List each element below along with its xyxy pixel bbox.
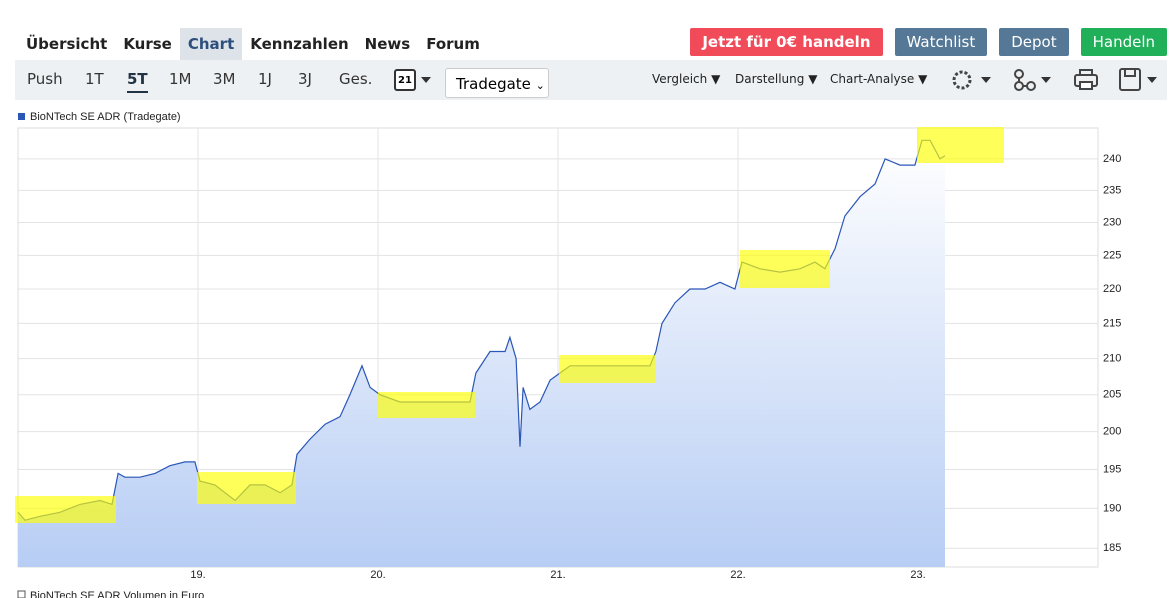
exchange: Tradegate xyxy=(456,75,531,93)
y-tick-label: 225 xyxy=(1103,249,1121,261)
x-tick-label: 22. xyxy=(730,569,745,581)
trade-button[interactable]: Handeln xyxy=(1080,28,1167,56)
share-icon[interactable] xyxy=(1014,69,1036,91)
legend-swatch xyxy=(18,113,25,120)
range[interactable]: 3J xyxy=(298,70,312,88)
y-tick-label: 215 xyxy=(1103,317,1121,329)
menu[interactable]: Darstellung ▼ xyxy=(735,72,818,86)
x-tick-label: 19. xyxy=(190,569,205,581)
y-tick-label: 230 xyxy=(1103,216,1121,228)
tool-icons xyxy=(952,68,1157,91)
print-icon[interactable] xyxy=(1074,69,1098,90)
y-tick-label: 195 xyxy=(1103,463,1121,475)
x-tick-label: 23. xyxy=(910,569,925,581)
highlight-box xyxy=(378,392,475,418)
settings-icon[interactable] xyxy=(952,70,972,90)
y-tick-label: 240 xyxy=(1103,153,1121,165)
tab[interactable]: News xyxy=(364,35,411,53)
range[interactable]: Ges. xyxy=(339,70,373,88)
menu-label: Vergleich xyxy=(652,72,708,86)
depot-button[interactable]: Depot xyxy=(999,28,1069,56)
highlight-box xyxy=(559,355,656,383)
area xyxy=(18,140,945,568)
toolbar: Push 1T 5T 1M 3M 1J 3J Ges. 21 Tradegate… xyxy=(15,60,1167,100)
highlight-box xyxy=(197,472,296,504)
chart: BioNTech SE ADR (Tradegate) 185 190 195 200… xyxy=(15,111,1121,598)
range[interactable]: 1M xyxy=(169,70,192,88)
menu[interactable]: Vergleich ▼ xyxy=(652,72,721,86)
tab[interactable]: Übersicht xyxy=(26,35,108,53)
highlight-box xyxy=(917,127,1004,163)
range[interactable]: 3M xyxy=(213,70,236,88)
series xyxy=(17,139,946,568)
highlight-box xyxy=(15,496,116,523)
caret xyxy=(1041,77,1051,83)
y-tick-label: 235 xyxy=(1103,184,1121,196)
range[interactable]: 1T xyxy=(85,70,104,88)
tab[interactable]: Kennzahlen xyxy=(250,35,349,53)
action-buttons: Jetzt für 0€ handeln Watchlist Depot Han… xyxy=(690,28,1167,56)
tab[interactable]: Kurse xyxy=(123,35,172,53)
range[interactable]: 5T xyxy=(127,70,148,93)
y-tick-label: 190 xyxy=(1103,502,1121,514)
tab[interactable]: Forum xyxy=(426,35,480,53)
highlights xyxy=(15,127,1004,523)
watchlist-button[interactable]: Watchlist xyxy=(894,28,988,56)
calendar-day: 21 xyxy=(398,75,412,86)
volume-label: BioNTech SE ADR Volumen in Euro xyxy=(30,590,204,598)
caret: ⌄ xyxy=(535,79,545,92)
nav-tabs: Übersicht Kurse Chart Kennzahlen News Fo… xyxy=(18,28,488,60)
range[interactable]: 1J xyxy=(258,70,272,88)
x-tick-label: 20. xyxy=(370,569,385,581)
highlight-box xyxy=(740,250,830,288)
volume-swatch xyxy=(17,590,26,598)
calendar-icon xyxy=(394,69,416,91)
exchange-select[interactable]: Tradegate ⌄ xyxy=(445,68,549,98)
menu-label: Chart-Analyse xyxy=(830,72,915,86)
menu-label: Darstellung xyxy=(735,72,805,86)
calendar-button[interactable]: 21 xyxy=(393,66,437,94)
legend-label: BioNTech SE ADR (Tradegate) xyxy=(30,111,181,123)
tab[interactable]: Chart xyxy=(179,28,243,60)
trade-free-button[interactable]: Jetzt für 0€ handeln xyxy=(690,28,883,56)
menu[interactable]: Chart-Analyse ▼ xyxy=(830,72,928,86)
y-tick-label: 205 xyxy=(1103,389,1121,401)
caret xyxy=(1147,77,1157,83)
y-tick-label: 185 xyxy=(1103,542,1121,554)
y-tick-label: 220 xyxy=(1103,283,1121,295)
caret xyxy=(421,77,431,83)
caret xyxy=(981,77,991,83)
y-tick-label: 200 xyxy=(1103,426,1121,438)
y-tick-label: 210 xyxy=(1103,353,1121,365)
x-tick-label: 21. xyxy=(550,569,565,581)
range[interactable]: Push xyxy=(27,70,63,88)
save-icon[interactable] xyxy=(1119,68,1141,91)
